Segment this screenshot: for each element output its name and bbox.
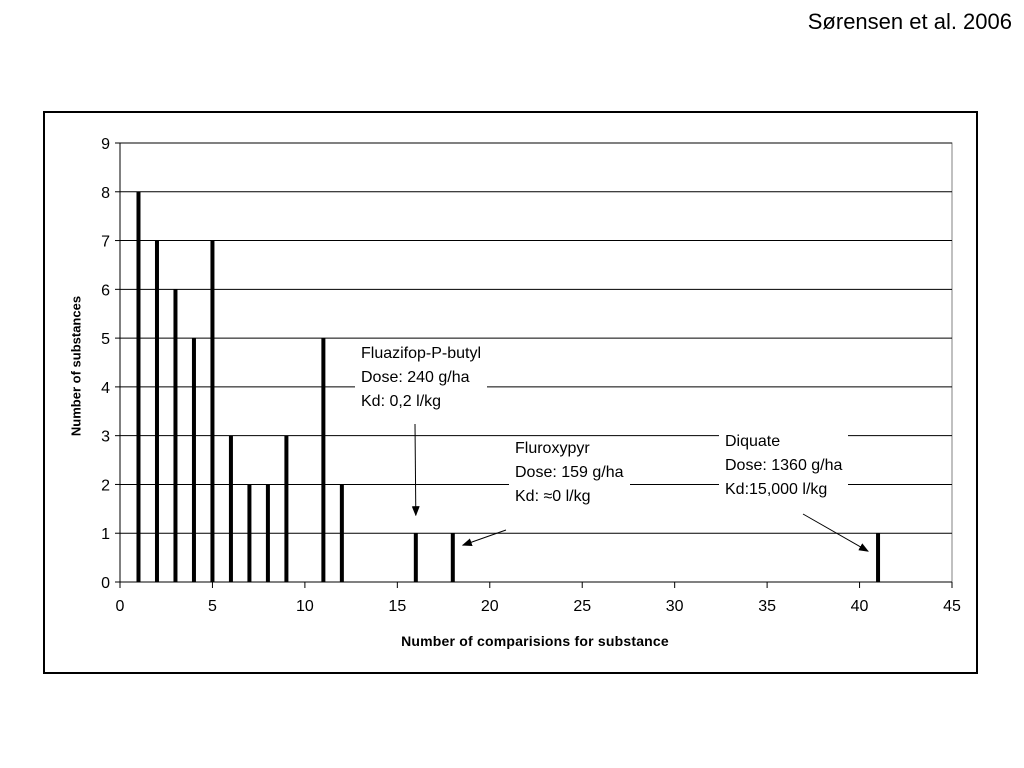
bars <box>136 191 881 583</box>
annotation-diquate: Diquate Dose: 1360 g/ha Kd:15,000 l/kg <box>719 430 849 502</box>
y-tick-label: 8 <box>101 185 110 202</box>
bar <box>247 484 252 582</box>
annotation-arrow <box>461 529 507 547</box>
bar <box>413 533 418 582</box>
chart-frame <box>43 111 978 674</box>
annotation-arrows <box>411 423 869 552</box>
x-tick-label: 30 <box>666 598 684 615</box>
bar <box>284 435 289 582</box>
bar <box>191 338 196 582</box>
bar <box>321 338 326 582</box>
bar <box>154 240 159 583</box>
x-tick-label: 20 <box>481 598 499 615</box>
y-axis-label: Number of substances <box>68 295 84 437</box>
x-tick-label: 45 <box>943 598 961 615</box>
y-tick-label: 7 <box>101 234 110 251</box>
x-tick-label: 15 <box>388 598 406 615</box>
y-tick-label: 1 <box>101 526 110 543</box>
bar <box>173 289 178 582</box>
annotation-line: Kd: ≈0 l/kg <box>515 488 591 505</box>
plot-area <box>119 142 953 583</box>
y-tick-label: 4 <box>101 380 110 397</box>
annotation-fluroxypyr: Fluroxypyr Dose: 159 g/ha Kd: ≈0 l/kg <box>509 437 630 509</box>
y-tick-label: 5 <box>101 331 110 348</box>
x-tick-label: 5 <box>208 598 217 615</box>
y-tick-label: 3 <box>101 429 110 446</box>
y-tick-label: 9 <box>101 136 110 153</box>
x-tick-label: 35 <box>758 598 776 615</box>
annotation-line: Dose: 1360 g/ha <box>725 457 843 474</box>
annotation-line: Kd: 0,2 l/kg <box>361 393 442 410</box>
annotation-line: Diquate <box>725 433 781 450</box>
x-axis-label: Number of comparisions for substance <box>401 633 669 649</box>
x-tick-label: 40 <box>851 598 869 615</box>
bar <box>876 533 881 582</box>
y-tick-label: 0 <box>101 575 110 592</box>
x-tick-label: 25 <box>573 598 591 615</box>
bar <box>265 484 270 582</box>
bar <box>210 240 215 583</box>
x-tick-label: 0 <box>116 598 125 615</box>
annotation-arrow <box>802 513 869 552</box>
bar <box>136 191 141 582</box>
bar <box>339 484 344 582</box>
annotation-fluazifop: Fluazifop-P-butyl Dose: 240 g/ha Kd: 0,2… <box>355 342 488 414</box>
annotation-line: Fluroxypyr <box>515 440 590 457</box>
annotation-line: Fluazifop-P-butyl <box>361 345 482 362</box>
citation: Sørensen et al. 2006 <box>807 9 1012 34</box>
gridlines <box>119 142 953 583</box>
annotation-arrow <box>411 423 420 517</box>
annotation-line: Dose: 240 g/ha <box>361 369 470 386</box>
annotation-line: Dose: 159 g/ha <box>515 464 624 481</box>
y-tick-label: 6 <box>101 282 110 299</box>
x-tick-label: 10 <box>296 598 314 615</box>
bar <box>228 435 233 582</box>
bar <box>450 533 455 582</box>
annotation-line: Kd:15,000 l/kg <box>725 481 828 498</box>
y-tick-label: 2 <box>101 477 110 494</box>
